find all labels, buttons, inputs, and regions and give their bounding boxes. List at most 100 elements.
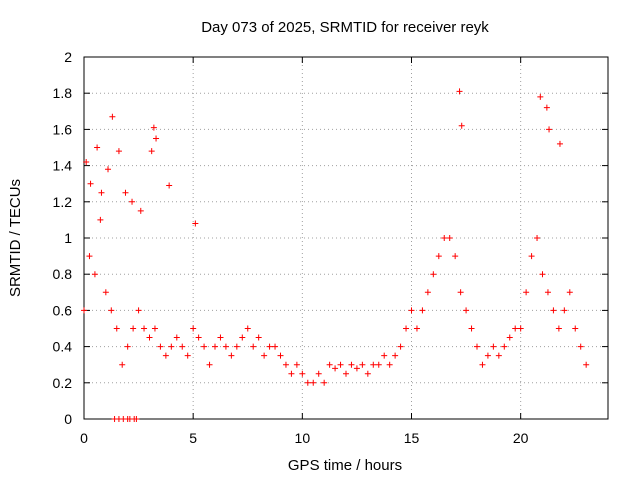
y-tick-label: 1 bbox=[64, 230, 72, 246]
data-point bbox=[288, 370, 295, 377]
x-tick-label: 10 bbox=[295, 430, 311, 446]
data-point bbox=[141, 325, 148, 332]
y-tick-label: 1.6 bbox=[53, 121, 73, 137]
data-point bbox=[343, 370, 349, 377]
y-tick-label: 0.4 bbox=[53, 339, 73, 355]
data-point bbox=[87, 180, 94, 187]
data-point bbox=[102, 289, 109, 296]
data-point bbox=[244, 325, 251, 332]
data-point bbox=[148, 148, 155, 155]
data-point bbox=[129, 198, 136, 205]
data-point bbox=[97, 216, 104, 223]
data-point bbox=[413, 325, 420, 332]
data-point bbox=[561, 307, 568, 314]
data-point bbox=[153, 135, 160, 142]
data-point bbox=[375, 361, 382, 368]
data-point bbox=[98, 189, 105, 196]
data-point bbox=[501, 343, 508, 350]
data-point bbox=[392, 352, 399, 359]
data-point bbox=[293, 361, 300, 368]
data-point bbox=[528, 253, 535, 260]
data-point bbox=[550, 307, 557, 314]
data-point bbox=[299, 370, 306, 377]
data-point bbox=[146, 334, 153, 341]
data-point bbox=[212, 343, 218, 350]
data-point bbox=[543, 104, 550, 111]
data-point bbox=[173, 334, 180, 341]
plot-frame bbox=[83, 56, 609, 420]
data-point bbox=[250, 343, 257, 350]
x-tick-label: 20 bbox=[513, 430, 529, 446]
data-point bbox=[130, 325, 137, 332]
data-point bbox=[479, 361, 486, 368]
data-point bbox=[184, 352, 191, 359]
y-tick-label: 2 bbox=[64, 49, 72, 65]
data-point bbox=[512, 325, 519, 332]
y-tick-label: 1.4 bbox=[53, 158, 73, 174]
ticks bbox=[83, 56, 608, 420]
data-point bbox=[495, 352, 502, 359]
y-tick-label: 0 bbox=[64, 411, 72, 427]
data-point bbox=[484, 352, 491, 359]
data-point bbox=[332, 365, 339, 372]
data-point bbox=[419, 307, 426, 314]
data-point bbox=[124, 343, 131, 350]
data-point bbox=[115, 148, 122, 155]
x-tick-label: 15 bbox=[404, 430, 420, 446]
data-point bbox=[348, 361, 355, 368]
y-tick-label: 1.8 bbox=[53, 85, 73, 101]
chart-title: Day 073 of 2025, SRMTID for receiver rey… bbox=[201, 19, 489, 36]
data-point bbox=[381, 352, 388, 359]
data-point bbox=[277, 352, 284, 359]
data-point bbox=[266, 343, 273, 350]
data-point bbox=[435, 253, 442, 260]
data-point bbox=[452, 253, 459, 260]
data-point bbox=[577, 343, 584, 350]
data-point bbox=[86, 253, 93, 260]
data-point bbox=[217, 334, 224, 341]
data-point bbox=[94, 144, 101, 151]
data-point bbox=[108, 307, 115, 314]
data-point bbox=[583, 361, 590, 368]
grid bbox=[84, 57, 608, 419]
data-point bbox=[386, 361, 393, 368]
data-point bbox=[272, 343, 279, 350]
data-point bbox=[337, 361, 344, 368]
x-tick-label: 5 bbox=[189, 430, 197, 446]
data-point bbox=[370, 361, 377, 368]
data-point bbox=[566, 289, 573, 296]
x-axis-label: GPS time / hours bbox=[288, 457, 402, 474]
data-point bbox=[468, 325, 475, 332]
data-point bbox=[162, 352, 169, 359]
data-point bbox=[133, 416, 140, 422]
data-point bbox=[534, 235, 541, 241]
data-point bbox=[364, 370, 371, 377]
data-point bbox=[353, 365, 360, 372]
data-point bbox=[321, 379, 328, 386]
data-point bbox=[537, 93, 544, 100]
data-point bbox=[446, 235, 453, 241]
data-point bbox=[304, 379, 311, 386]
data-point bbox=[151, 325, 158, 332]
data-point bbox=[282, 361, 289, 368]
y-axis-label: SRMTID / TECUs bbox=[7, 179, 24, 297]
data-point bbox=[122, 189, 129, 196]
data-point bbox=[201, 343, 208, 350]
data-point bbox=[539, 271, 546, 278]
x-tick-label: 0 bbox=[80, 430, 88, 446]
data-point bbox=[91, 271, 98, 278]
data-point bbox=[572, 325, 579, 332]
data-point bbox=[166, 182, 173, 189]
data-point bbox=[326, 361, 333, 368]
data-point bbox=[119, 361, 126, 368]
data-point bbox=[239, 334, 246, 341]
y-tick-label: 0.2 bbox=[53, 375, 73, 391]
y-tick-label: 0.6 bbox=[53, 302, 73, 318]
data-point bbox=[430, 271, 437, 278]
data-point bbox=[456, 88, 463, 95]
data-point bbox=[441, 235, 448, 241]
data-point bbox=[457, 289, 464, 296]
data-point bbox=[157, 343, 164, 350]
data-point bbox=[135, 307, 142, 314]
